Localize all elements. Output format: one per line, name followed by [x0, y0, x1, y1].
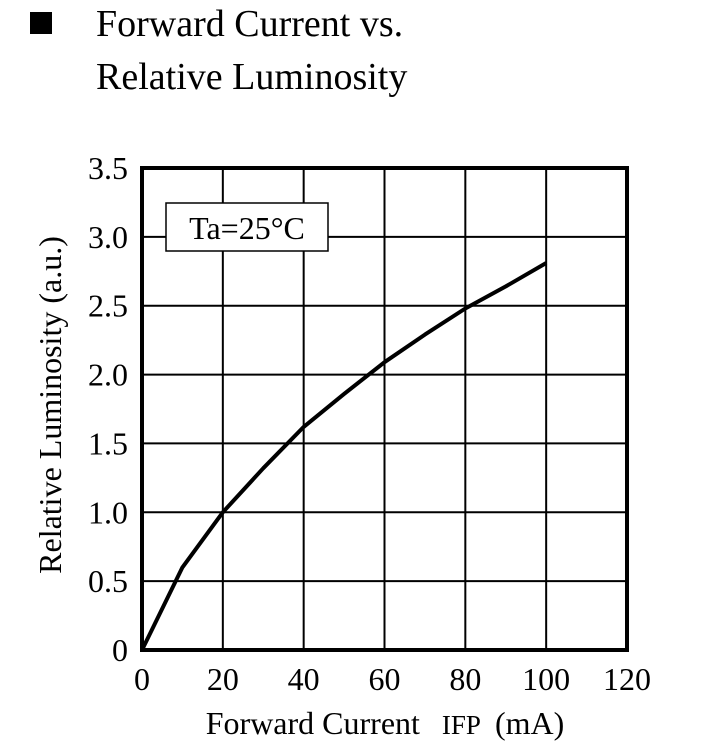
x-axis-label: Forward Current IFP (mA) — [206, 705, 565, 741]
x-tick-label: 60 — [369, 661, 401, 697]
series-line — [140, 261, 548, 651]
annotation-text: Ta=25°C — [189, 210, 305, 246]
y-axis-label: Relative Luminosity (a.u.) — [32, 236, 68, 574]
y-tick-label: 2.0 — [88, 357, 128, 393]
x-axis-label-unit: (mA) — [495, 705, 564, 741]
annotation-frame — [165, 202, 329, 252]
x-tick-label: 100 — [522, 661, 570, 697]
chart-title-line-2: Relative Luminosity — [96, 56, 408, 98]
x-axis-label-name: Forward Current — [206, 705, 420, 741]
title-bullet-icon — [30, 12, 52, 34]
x-tick-label: 40 — [288, 661, 320, 697]
chart-title-line-1: Forward Current vs. — [96, 3, 404, 45]
x-tick-label: 80 — [449, 661, 481, 697]
y-tick-label: 1.0 — [88, 494, 128, 530]
x-tick-label: 20 — [207, 661, 239, 697]
x-tick-label: 0 — [134, 661, 150, 697]
x-axis-label-symbol: IFP — [442, 710, 481, 740]
x-tick-labels: 0 20 40 60 80 100 120 — [134, 661, 651, 697]
y-tick-label: 3.5 — [88, 150, 128, 186]
y-tick-label: 1.5 — [88, 425, 128, 461]
y-tick-label: 0 — [112, 632, 128, 668]
y-tick-labels: 0 0.5 1.0 1.5 2.0 2.5 3.0 3.5 — [88, 150, 128, 668]
y-tick-label: 2.5 — [88, 288, 128, 324]
y-tick-label: 0.5 — [88, 563, 128, 599]
x-tick-label: 120 — [603, 661, 651, 697]
y-tick-label: 3.0 — [88, 219, 128, 255]
annotation-box: Ta=25°C — [165, 202, 329, 252]
plot-frame — [140, 166, 629, 652]
